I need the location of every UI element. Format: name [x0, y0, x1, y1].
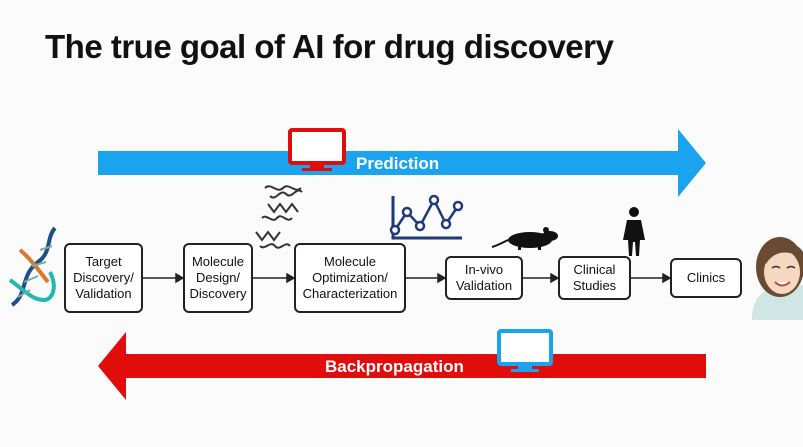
backpropagation-label: Backpropagation [325, 357, 464, 376]
mouse-icon [491, 227, 558, 250]
person-icon [623, 207, 645, 256]
step-molecule-optimization: Molecule Optimization/ Characterization [294, 243, 406, 313]
step-clinics: Clinics [670, 258, 742, 298]
blue-monitor-icon [497, 329, 553, 372]
step-clinical-studies: Clinical Studies [558, 256, 631, 300]
step-target-discovery: Target Discovery/ Validation [64, 243, 143, 313]
red-monitor-icon [288, 128, 346, 171]
step-in-vivo-validation: In-vivo Validation [445, 256, 523, 300]
line-graph-icon [389, 194, 464, 240]
protein-helix-icon [255, 185, 303, 249]
step-molecule-design: Molecule Design/ Discovery [183, 243, 253, 313]
slide-title: The true goal of AI for drug discovery [45, 28, 614, 65]
backpropagation-arrow [98, 332, 706, 400]
prediction-label: Prediction [356, 154, 440, 173]
connector-arrows [143, 272, 672, 284]
dna-icon [8, 226, 57, 307]
patient-face-icon [752, 237, 803, 320]
prediction-arrow [98, 129, 706, 197]
